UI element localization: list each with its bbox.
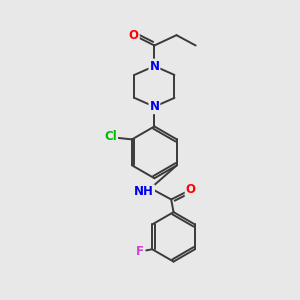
Text: F: F	[136, 245, 144, 258]
Text: O: O	[129, 29, 139, 42]
Text: N: N	[149, 100, 159, 113]
Text: Cl: Cl	[104, 130, 117, 143]
Text: NH: NH	[134, 185, 154, 198]
Text: O: O	[186, 183, 196, 196]
Text: N: N	[149, 60, 159, 73]
